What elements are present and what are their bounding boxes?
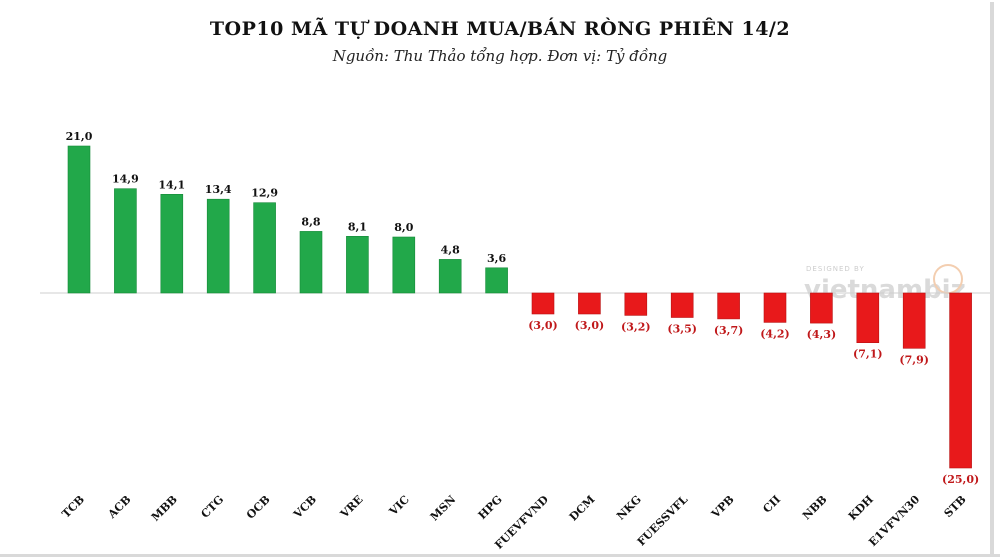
category-label-vic: VIC (386, 493, 412, 519)
bottom-frame-border (0, 554, 1000, 557)
category-label-dcm: DCM (567, 493, 598, 524)
value-label-nkg: (3,2) (621, 320, 651, 333)
bar-vic (392, 236, 416, 294)
bar-kdh (856, 292, 880, 344)
value-labels-group: 21,0 14,9 14,1 13,4 12,9 8,8 8,1 8,0 4,8 3,6 (3,0)… (66, 130, 980, 486)
value-label-vic: 8,0 (394, 221, 413, 234)
bar-cii (763, 292, 787, 323)
bar-vcb (299, 231, 323, 294)
bar-vpb (717, 292, 740, 320)
value-label-fuevfvnd: (3,0) (528, 319, 558, 332)
value-label-cii: (4,2) (760, 327, 790, 340)
bar-hpg (485, 267, 508, 294)
category-label-tcb: TCB (59, 493, 87, 521)
right-frame-border (990, 2, 994, 555)
bar-nbb (810, 292, 833, 324)
bar-fuevfvnd (531, 292, 555, 315)
value-label-vcb: 8,8 (301, 215, 320, 228)
value-label-msn: 4,8 (441, 243, 460, 256)
category-label-ocb: OCB (244, 493, 273, 522)
category-label-nbb: NBB (800, 493, 829, 522)
bar-ctg (206, 198, 230, 294)
category-label-vpb: VPB (708, 493, 736, 521)
category-label-stb: STB (942, 493, 969, 520)
value-label-hpg: 3,6 (487, 252, 506, 265)
category-label-vre: VRE (337, 493, 365, 521)
bar-tcb (67, 145, 91, 294)
value-label-vre: 8,1 (348, 220, 367, 233)
category-label-hpg: HPG (476, 493, 505, 522)
bar-nkg (624, 292, 648, 316)
value-label-tcb: 21,0 (66, 130, 93, 143)
bar-acb (114, 188, 137, 294)
category-label-msn: MSN (428, 493, 459, 524)
category-label-cii: CII (760, 493, 783, 516)
bar-mbb (160, 194, 184, 294)
bars-group (67, 145, 972, 469)
value-label-fuessvfl: (3,5) (667, 323, 697, 336)
category-label-nkg: NKG (614, 493, 644, 523)
value-label-ctg: 13,4 (205, 183, 232, 196)
value-label-e1vfvn30: (7,9) (899, 353, 929, 366)
category-label-vcb: VCB (290, 493, 319, 522)
bar-fuessvfl (670, 292, 694, 318)
category-label-fuessvfl: FUESSVFL (635, 493, 691, 549)
bar-dcm (578, 292, 601, 315)
value-label-stb: (25,0) (942, 473, 979, 486)
bar-e1vfvn30 (902, 292, 926, 349)
bar-stb (949, 292, 972, 469)
category-label-mbb: MBB (149, 493, 180, 524)
category-label-ctg: CTG (199, 493, 227, 521)
category-label-acb: ACB (105, 493, 134, 522)
category-label-kdh: KDH (846, 493, 876, 523)
value-label-mbb: 14,1 (158, 178, 185, 191)
bar-msn (438, 259, 462, 294)
chart-subtitle: Nguồn: Thu Thảo tổng hợp. Đơn vị: Tỷ đồn… (332, 47, 668, 65)
bar-vre (346, 236, 369, 294)
value-label-kdh: (7,1) (853, 348, 883, 361)
value-label-nbb: (4,3) (807, 328, 837, 341)
watermark-designed-by: DESIGNED BY (806, 265, 865, 273)
value-label-acb: 14,9 (112, 173, 139, 186)
chart-title: TOP10 MÃ TỰ DOANH MUA/BÁN RÒNG PHIÊN 14/… (209, 18, 791, 40)
value-label-dcm: (3,0) (575, 319, 605, 332)
bar-ocb (253, 202, 276, 294)
value-label-vpb: (3,7) (714, 324, 744, 337)
value-label-ocb: 12,9 (251, 187, 278, 200)
